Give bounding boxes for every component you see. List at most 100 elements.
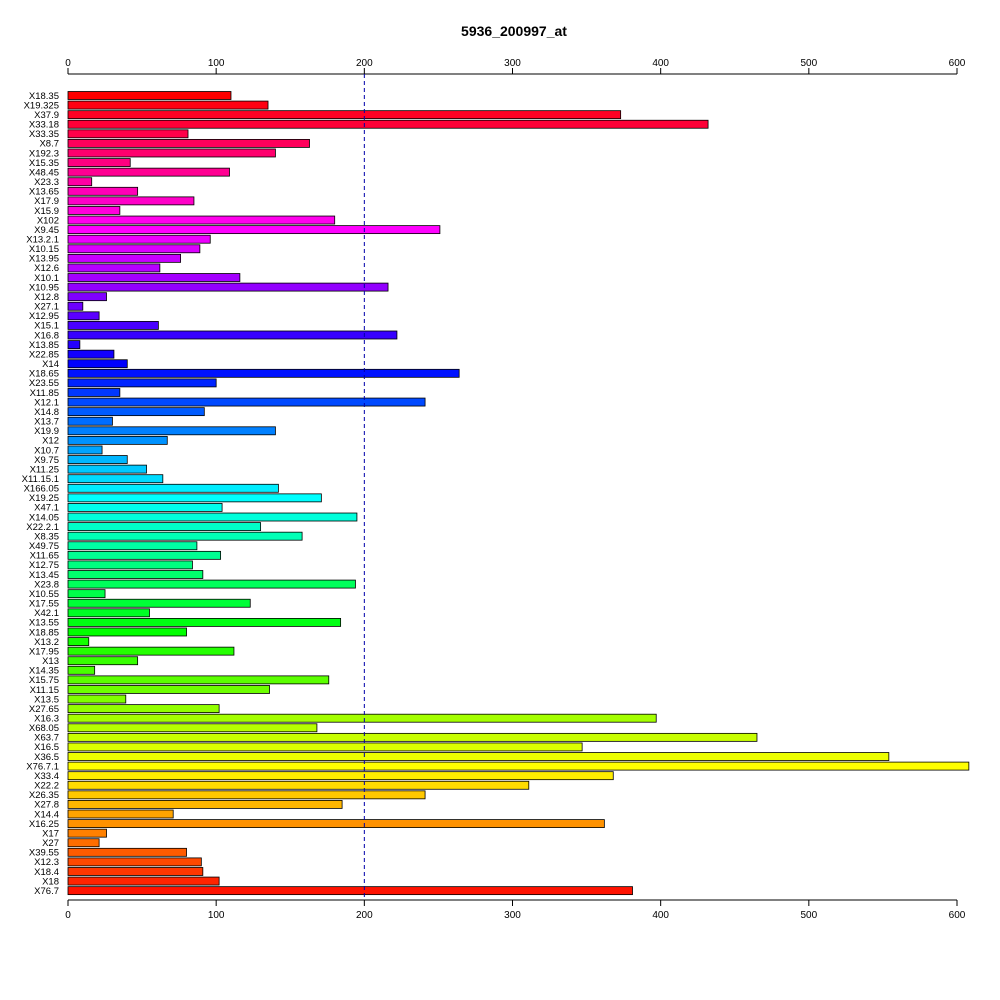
- category-label: X13: [42, 656, 59, 667]
- bar: [67, 819, 605, 828]
- bar: [67, 522, 262, 531]
- bar: [67, 800, 343, 809]
- category-label: X37.9: [34, 110, 59, 121]
- category-label: X12.6: [34, 263, 59, 274]
- bar: [67, 503, 223, 512]
- category-label: X11.15.1: [22, 474, 59, 485]
- category-label: X36.5: [34, 752, 59, 763]
- tick-label: 0: [65, 58, 71, 69]
- category-label: X12.95: [29, 311, 59, 322]
- category-label: X18.35: [29, 91, 59, 102]
- bar: [67, 388, 121, 397]
- bars: [67, 91, 970, 896]
- category-label: X10.1: [34, 273, 59, 284]
- bar: [67, 876, 220, 886]
- category-label: X33.18: [29, 120, 59, 131]
- bar: [67, 646, 235, 656]
- bar: [67, 780, 530, 790]
- bar: [67, 206, 121, 215]
- bar: [67, 665, 96, 675]
- category-label: X33.4: [34, 771, 59, 782]
- bar: [67, 618, 342, 627]
- bar: [67, 119, 709, 129]
- bar: [67, 541, 198, 551]
- category-label: X15.35: [29, 158, 59, 169]
- tick-label: 500: [800, 910, 817, 921]
- tick-label: 400: [652, 910, 669, 921]
- category-label: X14.8: [34, 407, 59, 418]
- bar: [67, 598, 251, 608]
- bar: [67, 637, 90, 646]
- tick-label: 0: [65, 910, 71, 921]
- bar: [67, 167, 230, 177]
- bar: [67, 177, 93, 187]
- category-label: X76.7.1: [26, 761, 59, 772]
- bar: [67, 455, 128, 464]
- category-label: X11.15: [30, 685, 59, 696]
- bar: [67, 867, 204, 876]
- tick-label: 600: [949, 58, 966, 69]
- bar: [67, 435, 168, 445]
- category-label: X192.3: [29, 148, 59, 159]
- category-label: X13.2.1: [26, 235, 59, 246]
- category-labels: X18.35X19.325X37.9X33.18X33.35X8.7X192.3…: [22, 91, 59, 897]
- category-label: X27: [42, 838, 59, 849]
- category-label: X16.3: [34, 714, 59, 725]
- category-label: X17.95: [29, 646, 59, 657]
- bar: [67, 378, 217, 388]
- bar: [67, 225, 441, 235]
- bar: [67, 100, 269, 110]
- category-label: X15.1: [34, 321, 59, 332]
- category-label: X14.35: [29, 666, 59, 677]
- bar: [67, 397, 426, 407]
- bar: [67, 359, 128, 369]
- category-label: X15.75: [29, 675, 59, 686]
- bar: [67, 723, 318, 733]
- category-label: X13.65: [29, 187, 59, 198]
- category-label: X9.45: [34, 225, 59, 236]
- category-label: X12.3: [34, 857, 59, 868]
- bar: [67, 742, 583, 752]
- bar: [67, 627, 187, 637]
- bar: [67, 608, 150, 618]
- category-label: X12.8: [34, 292, 59, 303]
- category-label: X13.55: [29, 618, 59, 629]
- category-label: X13.5: [34, 694, 59, 705]
- bar: [67, 531, 303, 541]
- bar: [67, 828, 107, 838]
- bar: [67, 148, 276, 158]
- category-label: X22.85: [29, 349, 59, 360]
- category-label: X13.7: [34, 417, 59, 428]
- category-label: X47.1: [34, 503, 59, 514]
- tick-label: 500: [800, 58, 817, 69]
- bar: [67, 407, 205, 417]
- bar: [67, 838, 100, 848]
- bar: [67, 321, 159, 330]
- bar: [67, 493, 322, 503]
- category-label: X11.85: [30, 388, 59, 399]
- bar: [67, 771, 614, 781]
- bar: [67, 886, 633, 896]
- bar: [67, 110, 622, 120]
- category-label: X18: [42, 876, 59, 887]
- bar: [67, 483, 279, 493]
- bar: [67, 426, 276, 436]
- tick-label: 200: [356, 58, 373, 69]
- category-label: X102: [37, 215, 59, 226]
- category-label: X10.7: [34, 445, 59, 456]
- tick-label: 400: [652, 58, 669, 69]
- category-label: X13.45: [29, 570, 59, 581]
- category-label: X14.05: [29, 512, 59, 523]
- top-axis: 0 100 200 300 400 500 600: [65, 58, 966, 75]
- category-label: X19.25: [29, 493, 59, 504]
- tick-label: 100: [208, 58, 225, 69]
- bar: [67, 790, 426, 800]
- bar: [67, 301, 84, 311]
- bar: [67, 253, 182, 263]
- bar: [67, 857, 202, 867]
- tick-label: 100: [208, 910, 225, 921]
- category-label: X8.7: [39, 139, 59, 150]
- category-label: X63.7: [34, 733, 59, 744]
- bar: [67, 186, 139, 196]
